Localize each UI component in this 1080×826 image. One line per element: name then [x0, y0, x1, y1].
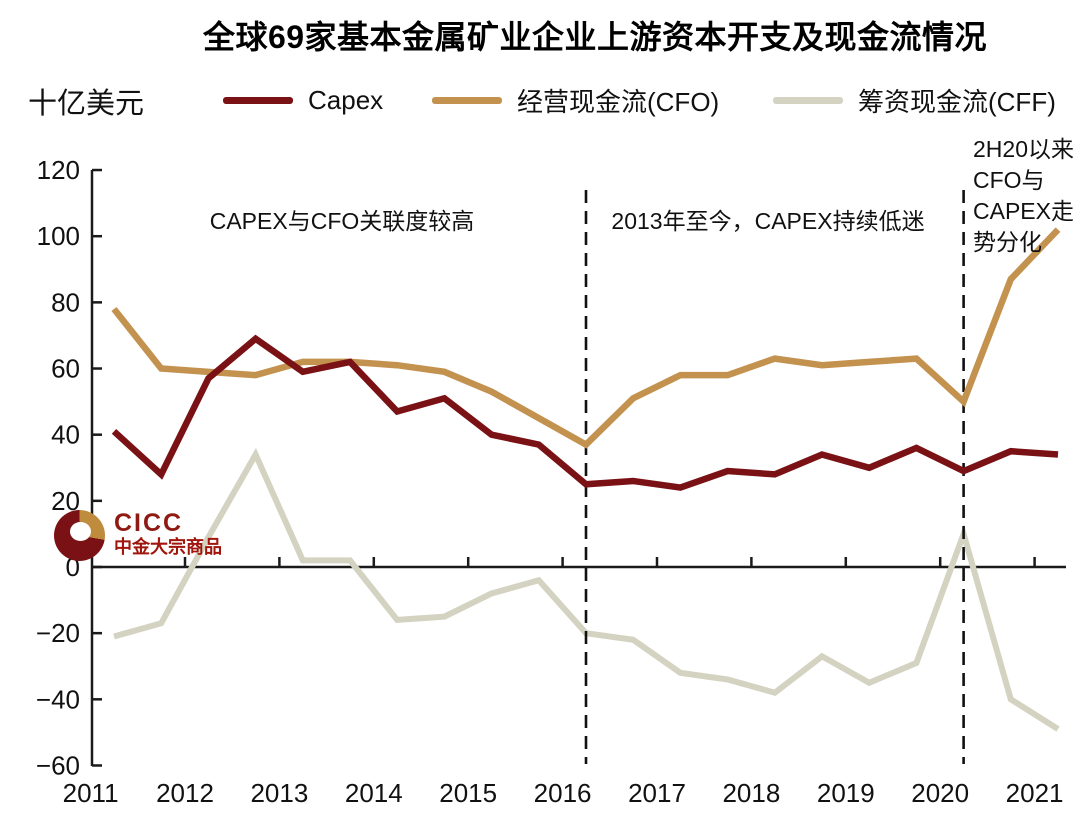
legend-item-cfo: 经营现金流(CFO)	[432, 86, 719, 117]
legend-label-cfo: 经营现金流(CFO)	[517, 86, 720, 117]
y-tick-label: 120	[37, 155, 80, 185]
x-tick-label: 2012	[156, 778, 214, 808]
x-tick-label: 2019	[817, 778, 875, 808]
legend-item-capex: Capex	[223, 84, 384, 115]
legend-item-cff: 筹资现金流(CFF)	[773, 86, 1056, 117]
annotation-divergence-since-2h20: 2H20以来 CFO与 CAPEX走 势分化	[973, 136, 1074, 255]
cicc-logo-icon	[54, 510, 105, 561]
cfo-series-line	[111, 227, 1061, 449]
x-tick-label: 2021	[1006, 778, 1064, 808]
y-tick-label: 100	[37, 221, 80, 251]
legend-label-cff: 筹资现金流(CFF)	[858, 86, 1056, 117]
x-tick-label: 2020	[911, 778, 969, 808]
x-tick-label: 2018	[722, 778, 780, 808]
cicc-logo-subtitle: 中金大宗商品	[114, 537, 222, 557]
y-tick-label: −20	[36, 618, 80, 648]
x-tick-label: 2016	[534, 778, 592, 808]
chart-title: 全球69家基本金属矿业企业上游资本开支及现金流情况	[202, 19, 988, 55]
cicc-logo-name: CICC	[114, 509, 184, 537]
legend-label-capex: Capex	[308, 84, 384, 115]
y-axis-unit-label: 十亿美元	[28, 88, 145, 120]
capex-series-line	[111, 334, 1059, 491]
y-tick-label: −40	[36, 684, 80, 714]
annotation-capex-depressed-since-2013: 2013年至今，CAPEX持续低迷	[611, 208, 925, 234]
x-tick-label: 2017	[628, 778, 686, 808]
cfo-line-swatch	[432, 96, 502, 104]
y-tick-label: 40	[51, 420, 80, 450]
x-tick-label: 2013	[250, 778, 308, 808]
x-tick-label: 2014	[345, 778, 403, 808]
x-tick-label: 2011	[63, 778, 119, 808]
y-tick-label: 80	[51, 287, 80, 317]
capex-line-swatch	[223, 96, 293, 104]
y-tick-label: 60	[51, 354, 80, 384]
x-tick-label: 2015	[439, 778, 497, 808]
cff-line-swatch	[773, 96, 843, 104]
annotation-capex-cfo-correlated: CAPEX与CFO关联度较高	[209, 208, 475, 234]
cicc-logo: CICC 中金大宗商品	[54, 510, 222, 561]
y-tick-label: −60	[36, 750, 80, 780]
